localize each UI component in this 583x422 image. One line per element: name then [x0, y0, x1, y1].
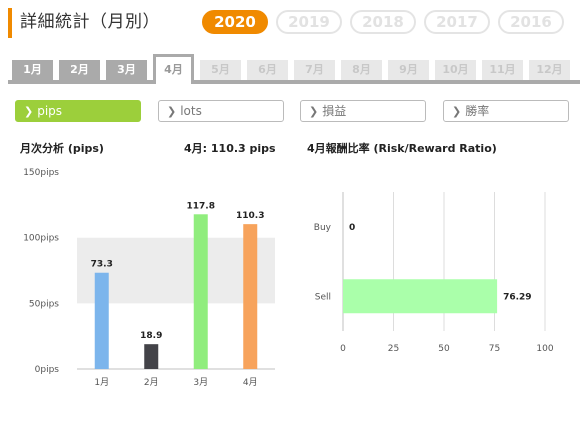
year-button-2017[interactable]: 2017	[424, 10, 490, 34]
year-button-2019[interactable]: 2019	[276, 10, 342, 34]
filter-winrate-button[interactable]: ❯ 勝率	[443, 100, 569, 122]
x-tick-label: 0	[340, 344, 346, 354]
chevron-right-icon: ❯	[24, 105, 34, 118]
x-tick-label: 2月	[144, 377, 159, 388]
filter-pips-button[interactable]: ❯ pips	[15, 100, 141, 122]
bar-4	[243, 224, 258, 369]
y-tick-label: Buy	[314, 223, 332, 233]
x-tick-label: 100	[536, 344, 553, 354]
filter-label: pips	[37, 104, 63, 118]
page-title: 詳細統計（月別）	[8, 8, 160, 38]
x-tick-label: 4月	[243, 377, 258, 388]
bar-2	[144, 344, 159, 369]
x-tick-label: 75	[489, 344, 500, 354]
chevron-right-icon: ❯	[309, 105, 319, 118]
bar-value-label: 73.3	[91, 260, 113, 270]
bar-value-label: 117.8	[187, 201, 215, 211]
grid-band	[77, 237, 275, 304]
x-tick-label: 1月	[94, 377, 109, 388]
tab-month-7[interactable]: 7月	[294, 60, 335, 80]
tab-month-11[interactable]: 11月	[482, 60, 523, 80]
chevron-right-icon: ❯	[167, 105, 177, 118]
y-tick-label: 0pips	[35, 365, 60, 375]
tab-month-5[interactable]: 5月	[200, 60, 241, 80]
bar-value-label: 0	[349, 223, 355, 233]
x-tick-label: 3月	[193, 377, 208, 388]
filter-label: lots	[180, 104, 202, 118]
year-selector: 2020 2019 2018 2017 2016	[202, 10, 564, 34]
bar-value-label: 18.9	[140, 331, 162, 341]
filter-label: 損益	[322, 104, 347, 118]
page-title-text: 詳細統計（月別）	[20, 12, 160, 32]
x-tick-label: 50	[438, 344, 450, 354]
tab-month-4[interactable]: 4月	[153, 54, 194, 84]
y-tick-label: 50pips	[29, 299, 59, 309]
tab-month-8[interactable]: 8月	[341, 60, 382, 80]
filter-label: 勝率	[465, 104, 490, 118]
y-tick-label: 100pips	[23, 234, 59, 244]
bar-1	[94, 272, 109, 369]
grid-band	[77, 303, 275, 369]
bar-value-label: 76.29	[503, 292, 531, 302]
chevron-right-icon: ❯	[452, 105, 462, 118]
right-chart-title: 4月報酬比率 (Risk/Reward Ratio)	[307, 142, 497, 155]
bar-value-label: 110.3	[236, 211, 264, 221]
y-tick-label: Sell	[315, 292, 331, 302]
y-tick-label: 150pips	[23, 168, 59, 178]
tab-month-1[interactable]: 1月	[12, 60, 53, 80]
left-chart-summary: 4月: 110.3 pips	[184, 142, 276, 155]
bar-3	[193, 214, 208, 369]
filter-lots-button[interactable]: ❯ lots	[158, 100, 284, 122]
year-button-2016[interactable]: 2016	[498, 10, 564, 34]
tab-month-10[interactable]: 10月	[435, 60, 476, 80]
tab-month-12[interactable]: 12月	[529, 60, 570, 80]
filter-profit-button[interactable]: ❯ 損益	[300, 100, 426, 122]
bar-sell	[343, 279, 498, 314]
left-chart-title: 月次分析 (pips)	[20, 142, 104, 155]
tab-month-3[interactable]: 3月	[106, 60, 147, 80]
tab-month-6[interactable]: 6月	[247, 60, 288, 80]
month-tabs: 1月 2月 3月 4月 5月 6月 7月 8月 9月 10月 11月 12月	[8, 54, 580, 84]
year-button-2020[interactable]: 2020	[202, 10, 268, 34]
grid-band	[77, 172, 275, 238]
year-button-2018[interactable]: 2018	[350, 10, 416, 34]
x-tick-label: 25	[388, 344, 399, 354]
tab-month-9[interactable]: 9月	[388, 60, 429, 80]
tab-month-2[interactable]: 2月	[59, 60, 100, 80]
